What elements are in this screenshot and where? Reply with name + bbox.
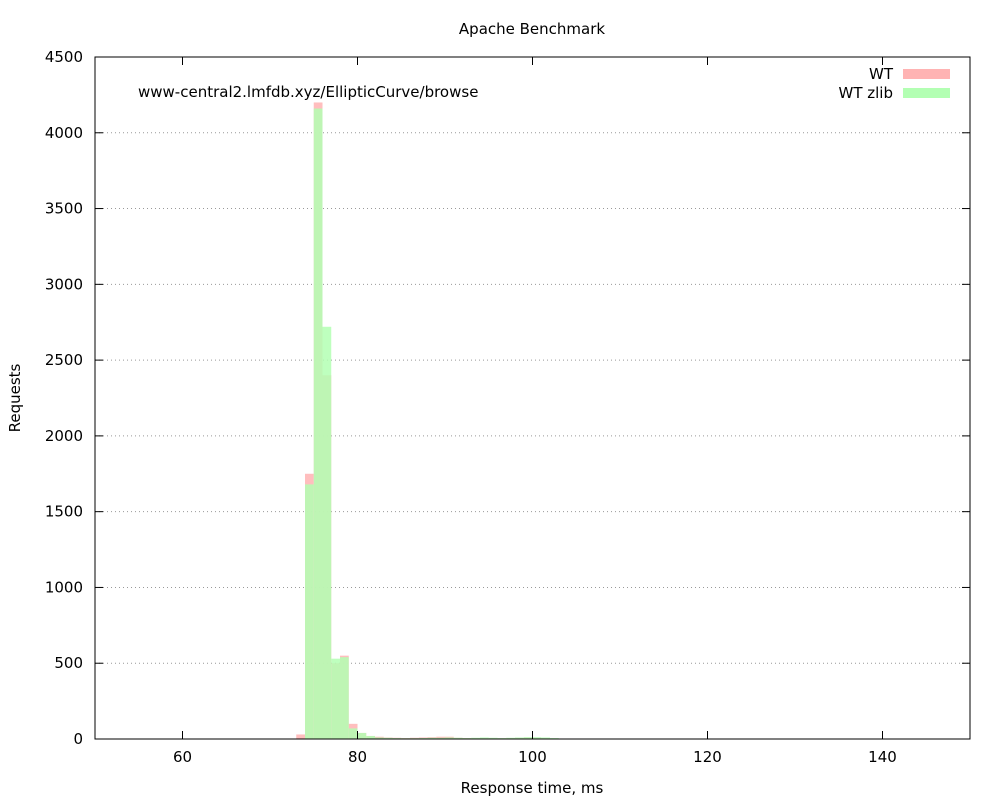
- bar: [383, 737, 393, 739]
- legend-label: WT zlib: [839, 84, 894, 102]
- bar: [532, 737, 542, 739]
- x-tick-label: 60: [173, 748, 192, 766]
- y-tick-label: 3500: [45, 200, 83, 218]
- bar: [480, 737, 489, 739]
- y-tick-label: 2500: [45, 351, 83, 369]
- x-tick-label: 80: [348, 748, 367, 766]
- bar: [313, 108, 323, 740]
- y-tick-label: 2000: [45, 427, 83, 445]
- chart-annotation: www-central2.lmfdb.xyz/EllipticCurve/bro…: [138, 83, 478, 101]
- bar: [322, 326, 332, 739]
- bars: [296, 102, 559, 740]
- bar: [375, 737, 384, 739]
- y-tick-label: 4500: [45, 48, 83, 66]
- y-tick-label: 4000: [45, 124, 83, 142]
- bar: [453, 737, 463, 739]
- bar: [305, 484, 314, 739]
- chart-title: Apache Benchmark: [459, 20, 605, 38]
- bar: [427, 737, 437, 739]
- bar: [340, 657, 349, 739]
- bar: [523, 737, 533, 739]
- x-tick-labels: 60 80 100 120 140: [173, 748, 897, 766]
- bar: [488, 737, 498, 739]
- bar: [366, 735, 375, 739]
- y-axis-label: Requests: [6, 363, 24, 432]
- bar: [331, 658, 340, 739]
- legend-label: WT: [869, 65, 894, 83]
- axis-ticks: [95, 56, 970, 740]
- y-tick-label: 500: [54, 654, 83, 672]
- legend-swatch: [903, 69, 950, 79]
- bar: [436, 737, 445, 739]
- y-tick-label: 3000: [45, 275, 83, 293]
- bar: [541, 737, 550, 739]
- bar: [357, 732, 367, 739]
- bar: [348, 728, 358, 739]
- bar: [515, 737, 524, 739]
- x-tick-label: 120: [693, 748, 722, 766]
- bar: [506, 737, 515, 739]
- y-tick-label: 1000: [45, 578, 83, 596]
- bar: [296, 734, 305, 739]
- x-tick-label: 140: [868, 748, 897, 766]
- x-tick-label: 100: [518, 748, 547, 766]
- x-axis-label: Response time, ms: [461, 779, 604, 797]
- y-tick-labels: 0 500 1000 1500 2000 2500 3000 3500 4000 4500: [45, 48, 83, 748]
- bar: [445, 737, 454, 739]
- legend-swatch: [903, 88, 950, 98]
- y-tick-label: 0: [73, 730, 83, 748]
- y-tick-label: 1500: [45, 503, 83, 521]
- bar: [471, 737, 480, 739]
